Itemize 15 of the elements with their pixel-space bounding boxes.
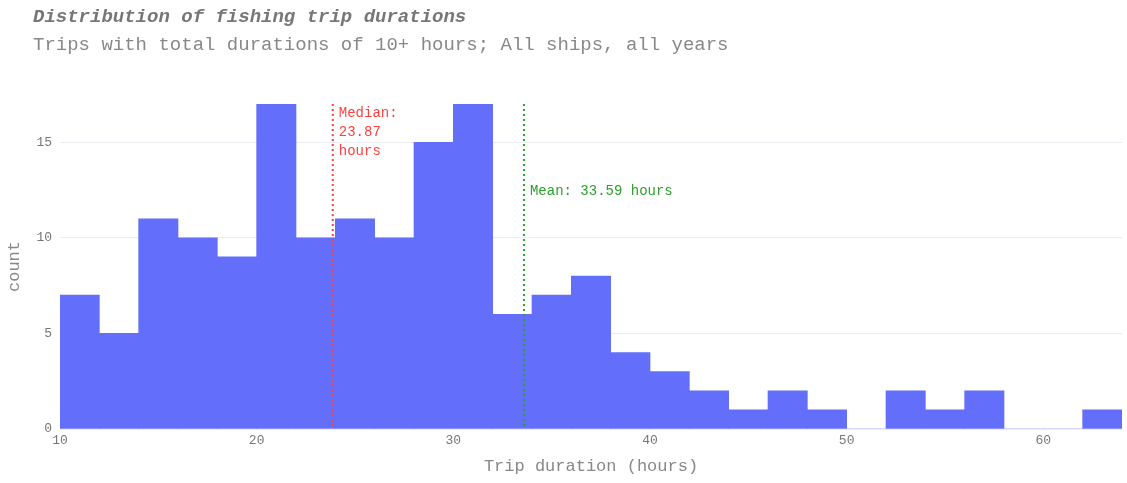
chart-title: Distribution of fishing trip durations — [33, 6, 467, 28]
chart-subtitle: Trips with total durations of 10+ hours; All ships, all years — [33, 34, 729, 56]
ref-line-label: Median: 23.87 hours — [338, 104, 398, 159]
x-tick-label: 50 — [838, 433, 855, 449]
x-tick-label: 30 — [445, 433, 462, 449]
x-tick-label: 40 — [642, 433, 658, 449]
x-tick-label: 20 — [248, 433, 265, 449]
y-axis-title: count — [4, 240, 24, 293]
ref-line-label: Mean: 33.59 hours — [529, 182, 673, 199]
x-axis-title: Trip duration (hours) — [483, 457, 699, 477]
y-tick-label: 5 — [44, 325, 52, 341]
y-tick-label: 0 — [44, 421, 52, 437]
x-tick-label: 60 — [1035, 433, 1052, 449]
y-tick-label: 15 — [36, 134, 52, 150]
y-tick-label: 10 — [36, 230, 52, 246]
